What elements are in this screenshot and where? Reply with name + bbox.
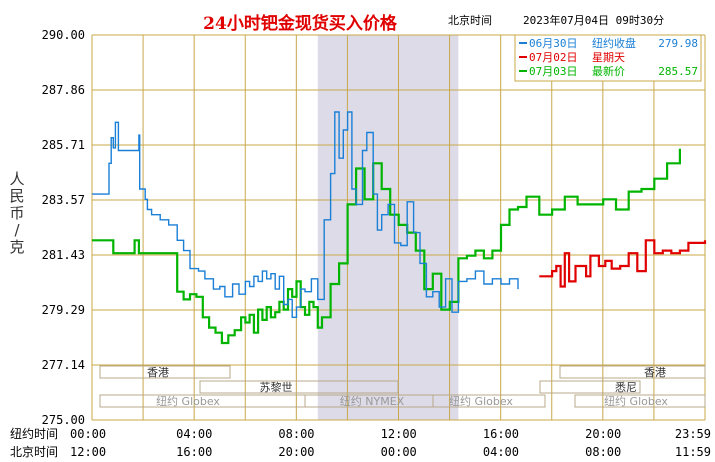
market-hongkong-2-bar	[559, 365, 706, 379]
market-hongkong-bar	[99, 365, 231, 379]
y-axis-label-char: 克	[9, 238, 24, 256]
market-sydney-label: 悉尼	[615, 381, 637, 394]
series-line-2	[539, 239, 707, 288]
market-hongkong-label: 香港	[147, 366, 169, 379]
y-tick-label: 279.29	[42, 303, 85, 317]
chart-title: 24小时钯金现货买入价格	[203, 13, 398, 34]
ny-tick-label: 23:59	[675, 427, 711, 441]
market-zurich-bar	[199, 380, 399, 394]
market-nymex-label: 纽约 NYMEX	[340, 394, 405, 408]
market-globex-3-label: 纽约 Globex	[604, 394, 668, 408]
ny-time-row-label: 纽约时间	[10, 426, 58, 441]
bj-tick-label: 12:00	[70, 445, 106, 459]
bj-tick-label: 04:00	[483, 445, 519, 459]
ny-tick-label: 04:00	[176, 427, 212, 441]
bj-tick-label: 16:00	[176, 445, 212, 459]
y-axis-label-char: /	[14, 221, 20, 239]
ny-tick-label: 16:00	[483, 427, 519, 441]
nymex-shade-rect	[317, 35, 459, 420]
legend-field: 星期天	[592, 51, 625, 64]
x-tick-labels: 00:00 04:00 08:00 12:00 16:00 20:00 23:59 12:00…	[70, 427, 711, 459]
y-axis-label-char: 民	[9, 187, 24, 205]
market-hongkong-2-label: 香港	[644, 366, 666, 379]
header-datetime: 2023年07月04日 09时30分	[523, 13, 664, 27]
market-sydney-bar	[539, 380, 641, 394]
header-timezone: 北京时间	[448, 13, 492, 27]
ny-tick-label: 08:00	[278, 427, 314, 441]
market-globex-label: 纽约 Globex	[156, 394, 220, 408]
market-globex-2-bar	[432, 394, 546, 408]
y-tick-label: 281.43	[42, 248, 85, 262]
market-globex-2-label: 纽约 Globex	[449, 394, 513, 408]
chart-gridlines	[91, 34, 706, 421]
market-zurich-label: 苏黎世	[260, 380, 293, 394]
legend: 06月30日 纽约收盘 279.98 07月02日 星期天 07月03日 最新价 285.57	[514, 34, 702, 82]
ny-tick-label: 20:00	[585, 427, 621, 441]
nymex-session-shade	[317, 35, 459, 420]
legend-field: 纽约收盘	[592, 36, 636, 50]
bj-tick-label: 11:59	[675, 445, 711, 459]
bj-time-row-label: 北京时间	[10, 445, 58, 459]
price-series	[92, 111, 707, 345]
y-tick-label: 275.00	[42, 413, 85, 427]
legend-value: 279.98	[658, 37, 698, 50]
series-line-1	[92, 111, 519, 318]
y-axis-label: 人 民 币 / 克	[9, 170, 24, 256]
y-axis-label-char: 币	[9, 204, 24, 222]
series-line-3	[92, 148, 681, 345]
y-tick-label: 287.86	[42, 83, 85, 97]
ny-tick-label: 12:00	[381, 427, 417, 441]
bj-tick-label: 00:00	[381, 445, 417, 459]
legend-value: 285.57	[658, 65, 698, 78]
legend-box	[514, 34, 702, 82]
y-tick-label: 290.00	[42, 28, 85, 42]
legend-date: 07月03日	[529, 65, 578, 78]
bj-tick-label: 20:00	[278, 445, 314, 459]
y-tick-label: 277.14	[42, 358, 85, 372]
legend-date: 06月30日	[529, 37, 578, 50]
y-tick-labels: 290.00 287.86 285.71 283.57 281.43 279.29 277.…	[42, 28, 85, 427]
market-globex-3-bar	[574, 394, 706, 408]
y-tick-label: 283.57	[42, 193, 85, 207]
ny-tick-label: 00:00	[70, 427, 106, 441]
bj-tick-label: 08:00	[585, 445, 621, 459]
legend-field: 最新价	[592, 64, 625, 78]
y-axis-label-char: 人	[9, 170, 24, 188]
legend-date: 07月02日	[529, 51, 578, 64]
y-tick-label: 285.71	[42, 138, 85, 152]
